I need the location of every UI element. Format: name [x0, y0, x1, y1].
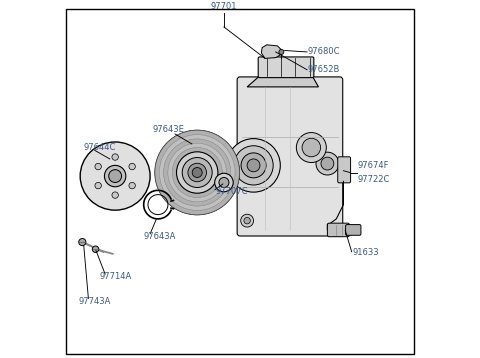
Text: 97707C: 97707C: [215, 187, 248, 195]
Wedge shape: [159, 135, 235, 210]
Circle shape: [109, 170, 121, 183]
Circle shape: [227, 139, 280, 192]
Text: 97743A: 97743A: [79, 297, 111, 306]
Circle shape: [155, 130, 240, 214]
Circle shape: [234, 146, 273, 185]
Circle shape: [95, 163, 101, 170]
Circle shape: [92, 246, 99, 252]
Wedge shape: [168, 143, 227, 202]
Text: 97674F: 97674F: [358, 161, 389, 170]
Circle shape: [244, 217, 251, 224]
Wedge shape: [155, 130, 240, 214]
Text: 97644C: 97644C: [84, 143, 116, 152]
FancyBboxPatch shape: [338, 157, 350, 183]
Circle shape: [296, 132, 326, 163]
FancyBboxPatch shape: [237, 77, 343, 236]
Circle shape: [112, 192, 119, 198]
Circle shape: [240, 214, 253, 227]
Circle shape: [129, 163, 135, 170]
Circle shape: [247, 159, 260, 172]
Circle shape: [182, 158, 212, 188]
Wedge shape: [164, 139, 231, 206]
Circle shape: [302, 138, 321, 157]
Polygon shape: [247, 74, 318, 87]
Circle shape: [129, 182, 135, 189]
Ellipse shape: [80, 142, 150, 210]
Text: 97701: 97701: [211, 2, 237, 11]
Text: 97652B: 97652B: [308, 65, 340, 74]
FancyBboxPatch shape: [346, 224, 361, 235]
Circle shape: [79, 238, 86, 246]
Circle shape: [95, 182, 101, 189]
Circle shape: [192, 168, 202, 178]
Text: 97643E: 97643E: [153, 125, 185, 134]
Text: 97680C: 97680C: [308, 48, 340, 57]
Text: 91633: 91633: [352, 248, 379, 257]
Wedge shape: [172, 147, 222, 198]
Text: 97714A: 97714A: [99, 272, 132, 281]
Circle shape: [316, 152, 339, 175]
Circle shape: [105, 165, 126, 187]
Circle shape: [279, 49, 284, 54]
Circle shape: [241, 153, 266, 178]
Circle shape: [215, 173, 233, 192]
FancyBboxPatch shape: [258, 57, 314, 78]
Circle shape: [112, 154, 119, 160]
Polygon shape: [262, 45, 282, 58]
Circle shape: [219, 178, 229, 188]
Text: 97643A: 97643A: [144, 232, 176, 241]
Circle shape: [177, 152, 218, 193]
FancyBboxPatch shape: [327, 223, 349, 237]
Text: 97722C: 97722C: [358, 175, 390, 184]
Circle shape: [321, 157, 334, 170]
Circle shape: [188, 163, 206, 182]
